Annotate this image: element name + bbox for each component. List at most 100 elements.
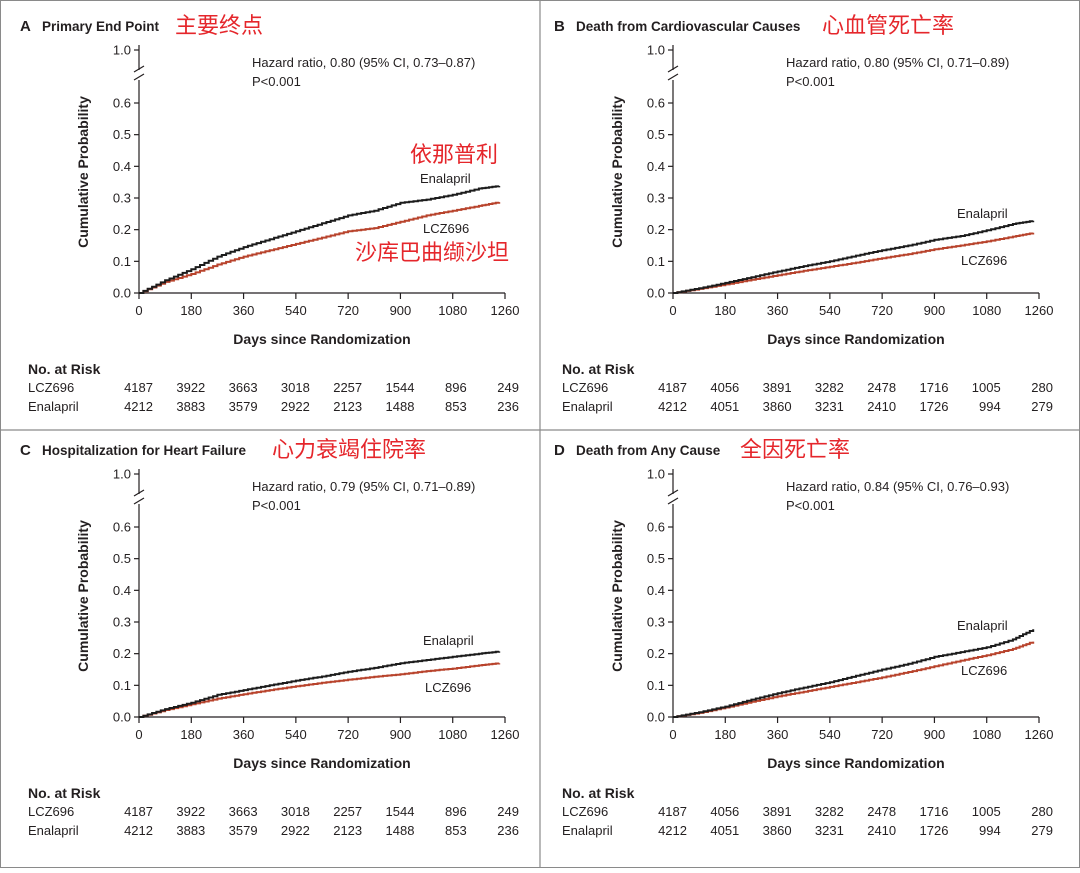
y-tick-label: 1.0 [647,43,665,58]
panel-letter: C [20,442,31,459]
panel-c: C Hospitalization for Heart Failure 心力衰竭住院… [20,437,519,838]
panel-annotation: 心血管死亡率 [822,13,954,38]
curve-label-lcz696: LCZ696 [961,253,1007,268]
p-value-text: P<0.001 [786,498,835,513]
x-tick-label: 720 [871,303,893,318]
risk-table-header: No. at Risk [562,785,635,801]
axis-break-mark [667,489,679,497]
risk-count: 3663 [229,380,258,395]
y-tick-label: 0.4 [113,159,131,174]
risk-table-header: No. at Risk [28,361,101,377]
panel-a: A Primary End Point 主要终点 0.0 0.1 0.2 0.3 0.4 0.5… [20,13,519,414]
x-tick-label: 1260 [491,727,520,742]
x-tick-label: 0 [135,727,142,742]
risk-count: 3579 [229,399,258,414]
curve-label-enalapril: Enalapril [420,171,471,186]
risk-count: 3860 [763,823,792,838]
axis-break-mark [667,65,679,73]
x-axis-label: Days since Randomization [767,755,944,771]
panel-letter: A [20,18,31,35]
y-tick-label: 0.4 [647,159,665,174]
x-tick-label: 720 [337,727,359,742]
risk-count: 3231 [815,399,844,414]
x-tick-label: 1080 [972,303,1001,318]
y-tick-label: 0.5 [113,127,131,142]
risk-count: 1005 [972,380,1001,395]
risk-row-label: Enalapril [28,823,79,838]
hazard-ratio-text: Hazard ratio, 0.84 (95% CI, 0.76–0.93) [786,479,1009,494]
curve-label-lcz696: LCZ696 [425,680,471,695]
risk-count: 4212 [658,823,687,838]
p-value-text: P<0.001 [786,74,835,89]
risk-count: 4187 [124,804,153,819]
risk-count: 1544 [386,380,415,395]
risk-row-label: Enalapril [28,399,79,414]
y-tick-label: 0.1 [113,254,131,269]
y-tick-label: 0.5 [113,551,131,566]
risk-count: 853 [445,823,467,838]
risk-count: 3282 [815,804,844,819]
risk-row-label: LCZ696 [562,804,608,819]
x-tick-label: 540 [819,727,841,742]
p-value-text: P<0.001 [252,498,301,513]
risk-count: 4187 [658,380,687,395]
risk-count: 2410 [867,399,896,414]
panel-letter: B [554,18,565,35]
x-axis-label: Days since Randomization [767,331,944,347]
risk-table-header: No. at Risk [562,361,635,377]
y-tick-label: 1.0 [647,467,665,482]
risk-count: 3922 [176,804,205,819]
x-tick-label: 180 [180,303,202,318]
risk-count: 1726 [920,823,949,838]
y-tick-label: 0.5 [647,127,665,142]
risk-count: 1544 [386,804,415,819]
y-tick-label: 0.0 [647,286,665,301]
risk-count: 4051 [710,399,739,414]
p-value-text: P<0.001 [252,74,301,89]
panel-title: Death from Cardiovascular Causes [576,19,800,34]
risk-count: 1726 [920,399,949,414]
y-tick-label: 0.6 [647,520,665,535]
risk-row-label: LCZ696 [562,380,608,395]
y-tick-label: 1.0 [113,43,131,58]
y-tick-label: 0.2 [647,222,665,237]
y-axis-label: Cumulative Probability [609,520,625,672]
x-tick-label: 900 [390,727,412,742]
axis-break-mark [133,65,145,73]
y-axis-label: Cumulative Probability [75,520,91,672]
y-tick-label: 0.2 [113,222,131,237]
panel-title: Death from Any Cause [576,443,721,458]
risk-count: 3860 [763,399,792,414]
risk-count: 3231 [815,823,844,838]
risk-count: 3883 [176,823,205,838]
x-tick-label: 0 [669,727,676,742]
risk-count: 2922 [281,823,310,838]
axis-break-mark [133,489,145,497]
x-tick-label: 360 [767,727,789,742]
risk-count: 4056 [710,380,739,395]
y-tick-label: 0.1 [113,678,131,693]
y-tick-label: 0.0 [113,710,131,725]
curve-lcz696 [139,201,501,294]
x-tick-label: 1260 [1025,303,1054,318]
hazard-ratio-text: Hazard ratio, 0.79 (95% CI, 0.71–0.89) [252,479,475,494]
risk-count: 994 [979,823,1001,838]
risk-row-label: Enalapril [562,823,613,838]
x-tick-label: 360 [767,303,789,318]
risk-count: 1488 [386,823,415,838]
x-tick-label: 900 [924,303,946,318]
risk-row-label: Enalapril [562,399,613,414]
curve-label-enalapril: Enalapril [423,633,474,648]
risk-count: 3883 [176,399,205,414]
hazard-ratio-text: Hazard ratio, 0.80 (95% CI, 0.71–0.89) [786,55,1009,70]
risk-count: 4212 [658,399,687,414]
y-axis-label: Cumulative Probability [75,96,91,248]
risk-count: 1716 [920,804,949,819]
panel-annotation: 主要终点 [175,13,263,38]
x-tick-label: 180 [714,727,736,742]
risk-count: 3891 [763,380,792,395]
axis-break-mark [667,497,679,505]
axis-break-mark [133,497,145,505]
x-tick-label: 180 [714,303,736,318]
risk-table-header: No. at Risk [28,785,101,801]
